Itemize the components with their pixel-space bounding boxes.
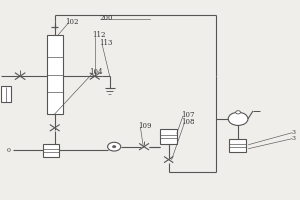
Circle shape — [108, 142, 121, 151]
Text: 102: 102 — [65, 18, 78, 26]
Bar — [47, 35, 62, 114]
Text: 0: 0 — [7, 148, 11, 153]
Text: 3: 3 — [292, 130, 296, 135]
Bar — [229, 139, 247, 152]
Text: 200: 200 — [99, 14, 113, 22]
Text: 113: 113 — [99, 39, 112, 47]
Circle shape — [112, 145, 116, 148]
Text: 112: 112 — [92, 31, 105, 39]
Bar — [43, 144, 59, 157]
Text: 3: 3 — [292, 136, 296, 141]
Text: 107: 107 — [182, 111, 195, 119]
Bar — [160, 129, 177, 144]
Circle shape — [228, 112, 248, 125]
Circle shape — [236, 111, 241, 114]
Text: 104: 104 — [89, 68, 102, 76]
Text: 109: 109 — [138, 122, 152, 130]
Text: 108: 108 — [182, 118, 195, 126]
Bar — [1, 86, 11, 102]
